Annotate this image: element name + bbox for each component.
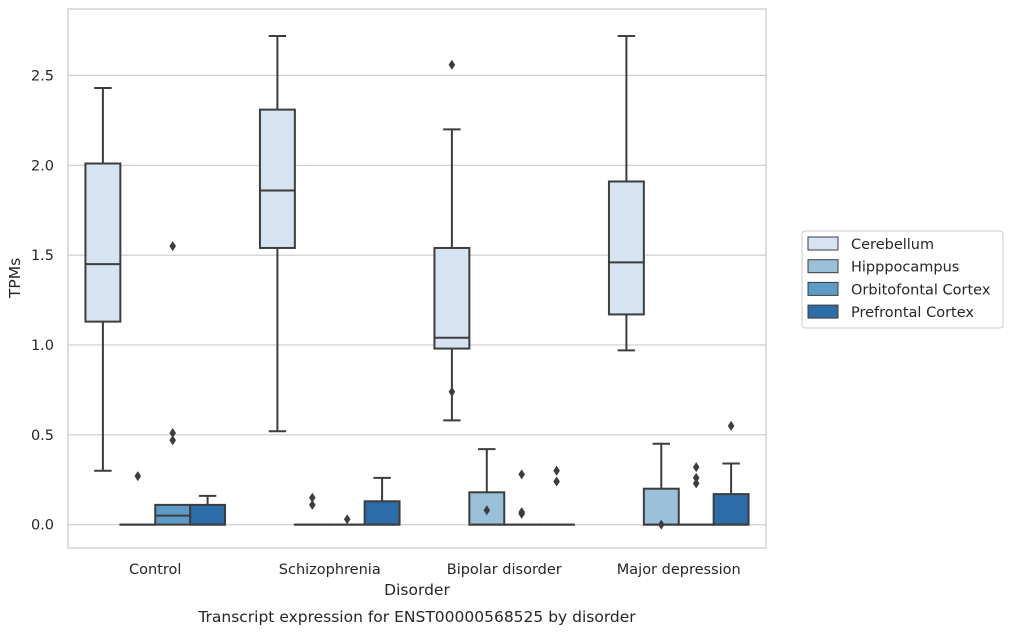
- legend-swatch: [807, 236, 839, 251]
- y-tick-labels: 0.0 0.5 1.0 1.5 2.0 2.5: [31, 68, 54, 533]
- outlier-point: [483, 505, 491, 516]
- x-tick-label: Bipolar disorder: [447, 562, 562, 578]
- box-body: [642, 487, 680, 526]
- outlier-point: [553, 476, 560, 487]
- box: [712, 420, 750, 526]
- x-tick-label: Major depression: [617, 562, 741, 578]
- box: [363, 476, 401, 526]
- legend-frame: [801, 230, 1004, 329]
- outlier-point: [309, 499, 316, 510]
- outlier-point: [727, 420, 735, 431]
- legend-item: Cerebellum: [807, 236, 934, 253]
- plot-background: [68, 9, 766, 548]
- box: [642, 442, 680, 530]
- series-cerebellum: [84, 34, 645, 472]
- x-tick-labels: Control Schizophrenia Bipolar disorder Majo…: [129, 562, 741, 578]
- y-tick-label: 0.0: [31, 518, 54, 534]
- box-body: [363, 500, 401, 526]
- legend-label: Prefrontal Cortex: [851, 305, 974, 321]
- box-series: [84, 34, 750, 530]
- box-body: [433, 246, 471, 350]
- outlier-point: [692, 472, 700, 483]
- plot-frame: [67, 8, 767, 549]
- outlier-point: [448, 59, 456, 70]
- box: [433, 59, 471, 422]
- outlier-point: [658, 519, 665, 530]
- outlier-point: [309, 492, 316, 503]
- outlier-point: [134, 471, 142, 482]
- outlier-point: [169, 435, 176, 446]
- legend-label: Orbitofontal Cortex: [851, 282, 991, 298]
- series-hipppocampus: [119, 442, 680, 530]
- outlier-point: [692, 462, 700, 473]
- box: [538, 465, 576, 526]
- box: [189, 494, 227, 526]
- legend-swatch: [807, 259, 839, 274]
- legend-swatch: [807, 281, 839, 296]
- box: [258, 34, 296, 433]
- outlier-point: [169, 428, 176, 439]
- outlier-point: [518, 469, 525, 480]
- series-prefrontal-cortex: [189, 420, 750, 526]
- box-body: [84, 162, 122, 323]
- box-body: [189, 503, 227, 526]
- x-axis-title: Disorder: [384, 581, 450, 599]
- legend-item: Orbitofontal Cortex: [807, 281, 991, 298]
- outlier-point: [169, 241, 176, 252]
- box: [84, 87, 122, 472]
- outlier-point: [343, 514, 351, 525]
- legend-label: Hipppocampus: [851, 260, 959, 276]
- box-body: [712, 493, 750, 526]
- y-tick-label: 1.0: [31, 338, 54, 354]
- outlier-point: [518, 508, 525, 519]
- y-axis-title: TPMs: [6, 258, 24, 299]
- y-tick-label: 0.5: [31, 428, 54, 444]
- legend: Cerebellum Hipppocampus Orbitofontal Corte…: [801, 230, 1004, 329]
- y-tick-label: 2.0: [31, 158, 54, 174]
- legend-item: Prefrontal Cortex: [807, 304, 974, 321]
- box-body: [607, 180, 645, 316]
- legend-swatch: [807, 304, 839, 319]
- x-tick-label: Schizophrenia: [279, 562, 381, 578]
- legend-item: Hipppocampus: [807, 259, 959, 276]
- box: [503, 469, 541, 526]
- y-tick-label: 2.5: [31, 68, 54, 84]
- legend-label: Cerebellum: [851, 237, 934, 253]
- outlier-point: [692, 478, 700, 489]
- box-body: [258, 108, 296, 249]
- y-tick-label: 1.5: [31, 248, 54, 264]
- x-tick-label: Control: [129, 562, 181, 578]
- outlier-point: [448, 386, 456, 397]
- outlier-point: [553, 465, 560, 476]
- box: [468, 448, 506, 526]
- box: [607, 34, 645, 352]
- chart-caption: Transcript expression for ENST0000056852…: [197, 608, 636, 626]
- series-orbitofontal-cortex: [154, 241, 715, 526]
